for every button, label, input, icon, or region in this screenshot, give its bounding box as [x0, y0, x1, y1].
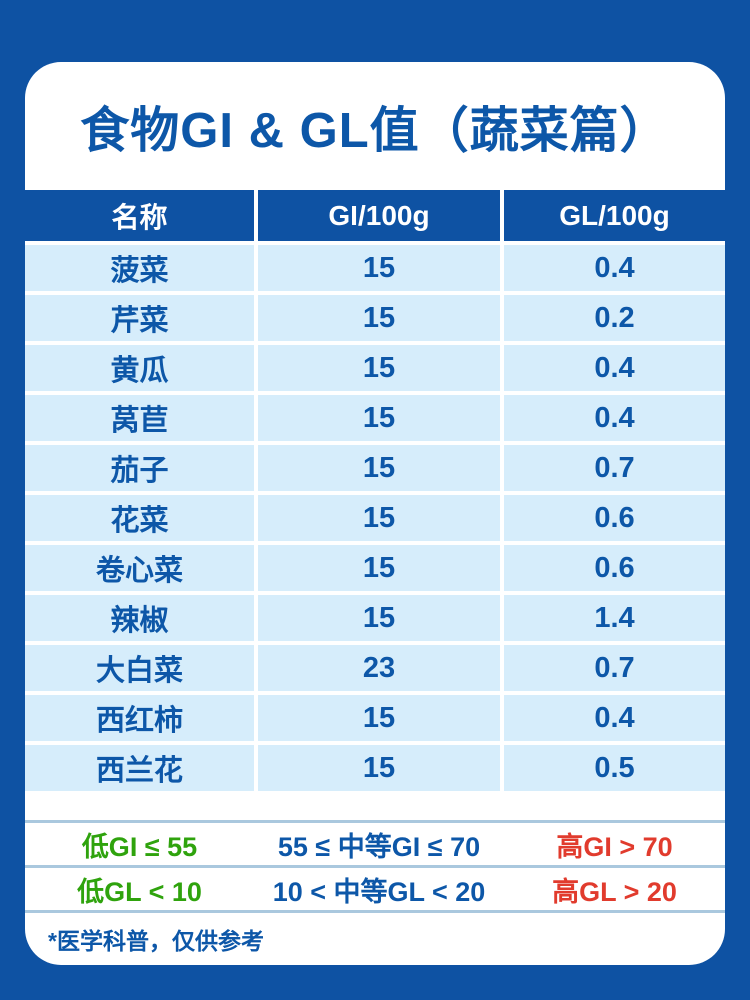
legend-gl-medium: 10 < 中等GL < 20	[272, 876, 486, 907]
table-row: 茄子 15 0.7	[25, 445, 725, 491]
page-title: 食物GI & GL值（蔬菜篇）	[80, 103, 670, 158]
cell-gi: 23	[258, 645, 500, 691]
footnote-text: *医学科普，仅供参考	[48, 928, 264, 954]
cell-gl: 0.5	[504, 745, 725, 791]
title-block: 食物GI & GL值（蔬菜篇）	[25, 62, 725, 190]
table-row: 大白菜 23 0.7	[25, 645, 725, 691]
table-row: 辣椒 15 1.4	[25, 595, 725, 641]
table-row: 菠菜 15 0.4	[25, 245, 725, 291]
cell-gi: 15	[258, 545, 500, 591]
table-row: 西兰花 15 0.5	[25, 745, 725, 791]
cell-gl: 0.4	[504, 245, 725, 291]
legend-divider-bottom	[25, 910, 725, 913]
table-row: 莴苣 15 0.4	[25, 395, 725, 441]
cell-gl: 0.7	[504, 645, 725, 691]
header-cell-name: 名称	[25, 190, 254, 241]
legend-divider-top	[25, 820, 725, 823]
cell-gl: 0.4	[504, 395, 725, 441]
table-row: 卷心菜 15 0.6	[25, 545, 725, 591]
header-cell-gl: GL/100g	[504, 190, 725, 241]
cell-gi: 15	[258, 345, 500, 391]
cell-gi: 15	[258, 695, 500, 741]
cell-gi: 15	[258, 295, 500, 341]
cell-name: 黄瓜	[25, 345, 254, 391]
legend-gi-low: 低GI ≤ 55	[81, 831, 198, 862]
table-row: 芹菜 15 0.2	[25, 295, 725, 341]
legend-divider-middle	[25, 865, 725, 868]
cell-name: 莴苣	[25, 395, 254, 441]
table-row: 黄瓜 15 0.4	[25, 345, 725, 391]
cell-gl: 0.2	[504, 295, 725, 341]
legend-row-gi: 低GI ≤ 55 55 ≤ 中等GI ≤ 70 高GI > 70	[25, 823, 725, 865]
cell-name: 西兰花	[25, 745, 254, 791]
legend-row-gl: 低GL < 10 10 < 中等GL < 20 高GL > 20	[25, 868, 725, 910]
cell-gi: 15	[258, 245, 500, 291]
table-row: 西红柿 15 0.4	[25, 695, 725, 741]
cell-gl: 0.7	[504, 445, 725, 491]
footnote-block: *医学科普，仅供参考	[25, 913, 725, 965]
cell-gl: 0.4	[504, 695, 725, 741]
cell-gi: 15	[258, 445, 500, 491]
cell-gi: 15	[258, 745, 500, 791]
cell-gl: 1.4	[504, 595, 725, 641]
cell-name: 芹菜	[25, 295, 254, 341]
cell-gl: 0.4	[504, 345, 725, 391]
cell-name: 卷心菜	[25, 545, 254, 591]
cell-name: 茄子	[25, 445, 254, 491]
cell-name: 菠菜	[25, 245, 254, 291]
spacer	[25, 795, 725, 820]
cell-gl: 0.6	[504, 545, 725, 591]
cell-name: 西红柿	[25, 695, 254, 741]
header-cell-gi: GI/100g	[258, 190, 500, 241]
cell-name: 辣椒	[25, 595, 254, 641]
legend-gl-low: 低GL < 10	[77, 876, 202, 907]
table-row: 花菜 15 0.6	[25, 495, 725, 541]
cell-gi: 15	[258, 595, 500, 641]
info-card: 食物GI & GL值（蔬菜篇） 名称 GI/100g GL/100g 菠菜 15…	[25, 62, 725, 965]
cell-name: 花菜	[25, 495, 254, 541]
table-header: 名称 GI/100g GL/100g	[25, 190, 725, 241]
legend-gi-high: 高GI > 70	[556, 831, 673, 862]
cell-gl: 0.6	[504, 495, 725, 541]
legend-gi-medium: 55 ≤ 中等GI ≤ 70	[277, 831, 481, 862]
cell-gi: 15	[258, 395, 500, 441]
cell-gi: 15	[258, 495, 500, 541]
legend-gl-high: 高GL > 20	[552, 876, 677, 907]
cell-name: 大白菜	[25, 645, 254, 691]
